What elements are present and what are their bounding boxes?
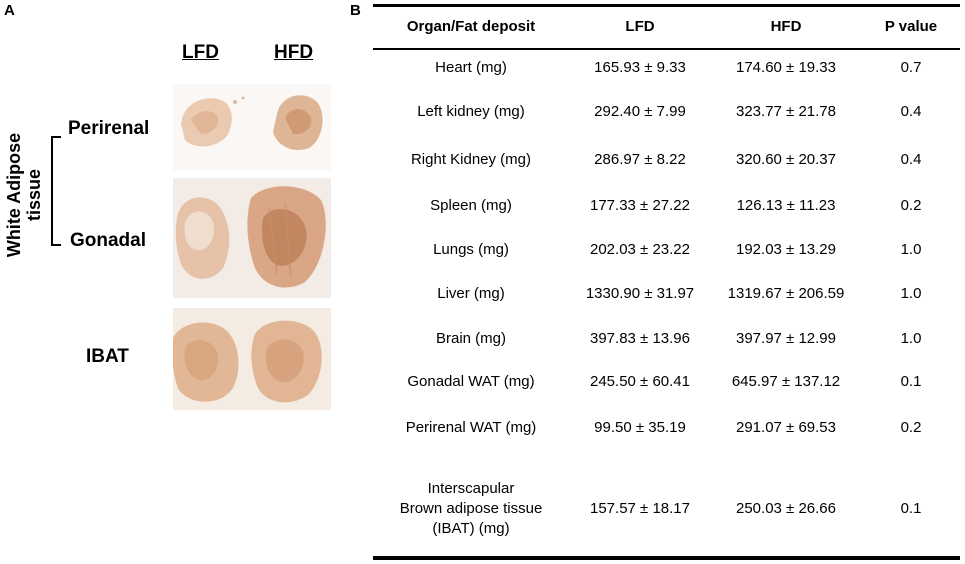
row-label-perirenal: Perirenal [68, 118, 150, 139]
p-value-cell: 0.4 [900, 103, 922, 120]
header-lfd: LFD [625, 18, 655, 35]
organ-cell: Heart (mg) [435, 59, 507, 76]
lfd-cell: 245.50 ± 60.41 [590, 373, 690, 390]
organ-cell-line: (IBAT) (mg) [432, 520, 510, 537]
p-value-cell: 1.0 [900, 285, 922, 302]
table-header-rule [373, 48, 960, 50]
lfd-cell: 1330.90 ± 31.97 [585, 285, 695, 302]
organ-cell: Lungs (mg) [433, 241, 509, 258]
lfd-cell: 165.93 ± 9.33 [594, 59, 686, 76]
hfd-cell: 192.03 ± 13.29 [736, 241, 836, 258]
white-adipose-tissue-title: White Adipose tissue [4, 132, 44, 258]
p-value-cell: 0.1 [900, 373, 922, 390]
hfd-cell: 291.07 ± 69.53 [736, 419, 836, 436]
gonadal-tissue-photo [173, 178, 331, 298]
header-hfd: HFD [770, 18, 802, 35]
organ-cell: Interscapular Brown adipose tissue (IBAT) … [373, 479, 569, 539]
p-value-cell: 0.1 [900, 500, 922, 517]
organ-cell: Left kidney (mg) [417, 103, 525, 120]
lfd-cell: 157.57 ± 18.17 [590, 500, 690, 517]
row-label-gonadal: Gonadal [70, 230, 147, 251]
header-p-value: P value [884, 18, 938, 35]
hfd-cell: 323.77 ± 21.78 [736, 103, 836, 120]
p-value-cell: 0.2 [900, 419, 922, 436]
lfd-cell: 202.03 ± 23.22 [590, 241, 690, 258]
header-organ: Organ/Fat deposit [406, 18, 536, 35]
column-header-hfd: HFD [274, 42, 314, 63]
p-value-cell: 1.0 [900, 241, 922, 258]
hfd-cell: 397.97 ± 12.99 [736, 330, 836, 347]
organ-cell: Liver (mg) [437, 285, 505, 302]
panel-b-label: B [350, 2, 361, 19]
wat-bracket [51, 136, 61, 246]
hfd-cell: 126.13 ± 11.23 [736, 197, 836, 214]
organ-cell: Perirenal WAT (mg) [405, 419, 537, 436]
p-value-cell: 0.2 [900, 197, 922, 214]
hfd-cell: 174.60 ± 19.33 [736, 59, 836, 76]
p-value-cell: 0.4 [900, 151, 922, 168]
lfd-cell: 292.40 ± 7.99 [594, 103, 686, 120]
lfd-cell: 99.50 ± 35.19 [594, 419, 686, 436]
p-value-cell: 1.0 [900, 330, 922, 347]
organ-cell: Brain (mg) [435, 330, 506, 347]
column-header-lfd: LFD [182, 42, 219, 63]
ibat-tissue-photo [173, 308, 331, 410]
organ-cell: Right Kidney (mg) [410, 151, 532, 168]
lfd-cell: 397.83 ± 13.96 [590, 330, 690, 347]
p-value-cell: 0.7 [900, 59, 922, 76]
organ-cell-line: Interscapular [427, 480, 515, 497]
hfd-cell: 320.60 ± 20.37 [736, 151, 836, 168]
lfd-cell: 286.97 ± 8.22 [594, 151, 686, 168]
hfd-cell: 250.03 ± 26.66 [736, 500, 836, 517]
organ-cell-line: Brown adipose tissue [399, 500, 543, 517]
table-top-rule [373, 4, 960, 7]
hfd-cell: 1319.67 ± 206.59 [727, 285, 845, 302]
hfd-cell: 645.97 ± 137.12 [731, 373, 841, 390]
row-label-ibat: IBAT [86, 346, 129, 367]
panel-a-label: A [4, 2, 15, 19]
organ-cell: Spleen (mg) [430, 197, 512, 214]
table-bottom-rule [373, 556, 960, 560]
lfd-cell: 177.33 ± 27.22 [590, 197, 690, 214]
perirenal-tissue-photo [173, 84, 331, 170]
organ-cell: Gonadal WAT (mg) [407, 373, 535, 390]
